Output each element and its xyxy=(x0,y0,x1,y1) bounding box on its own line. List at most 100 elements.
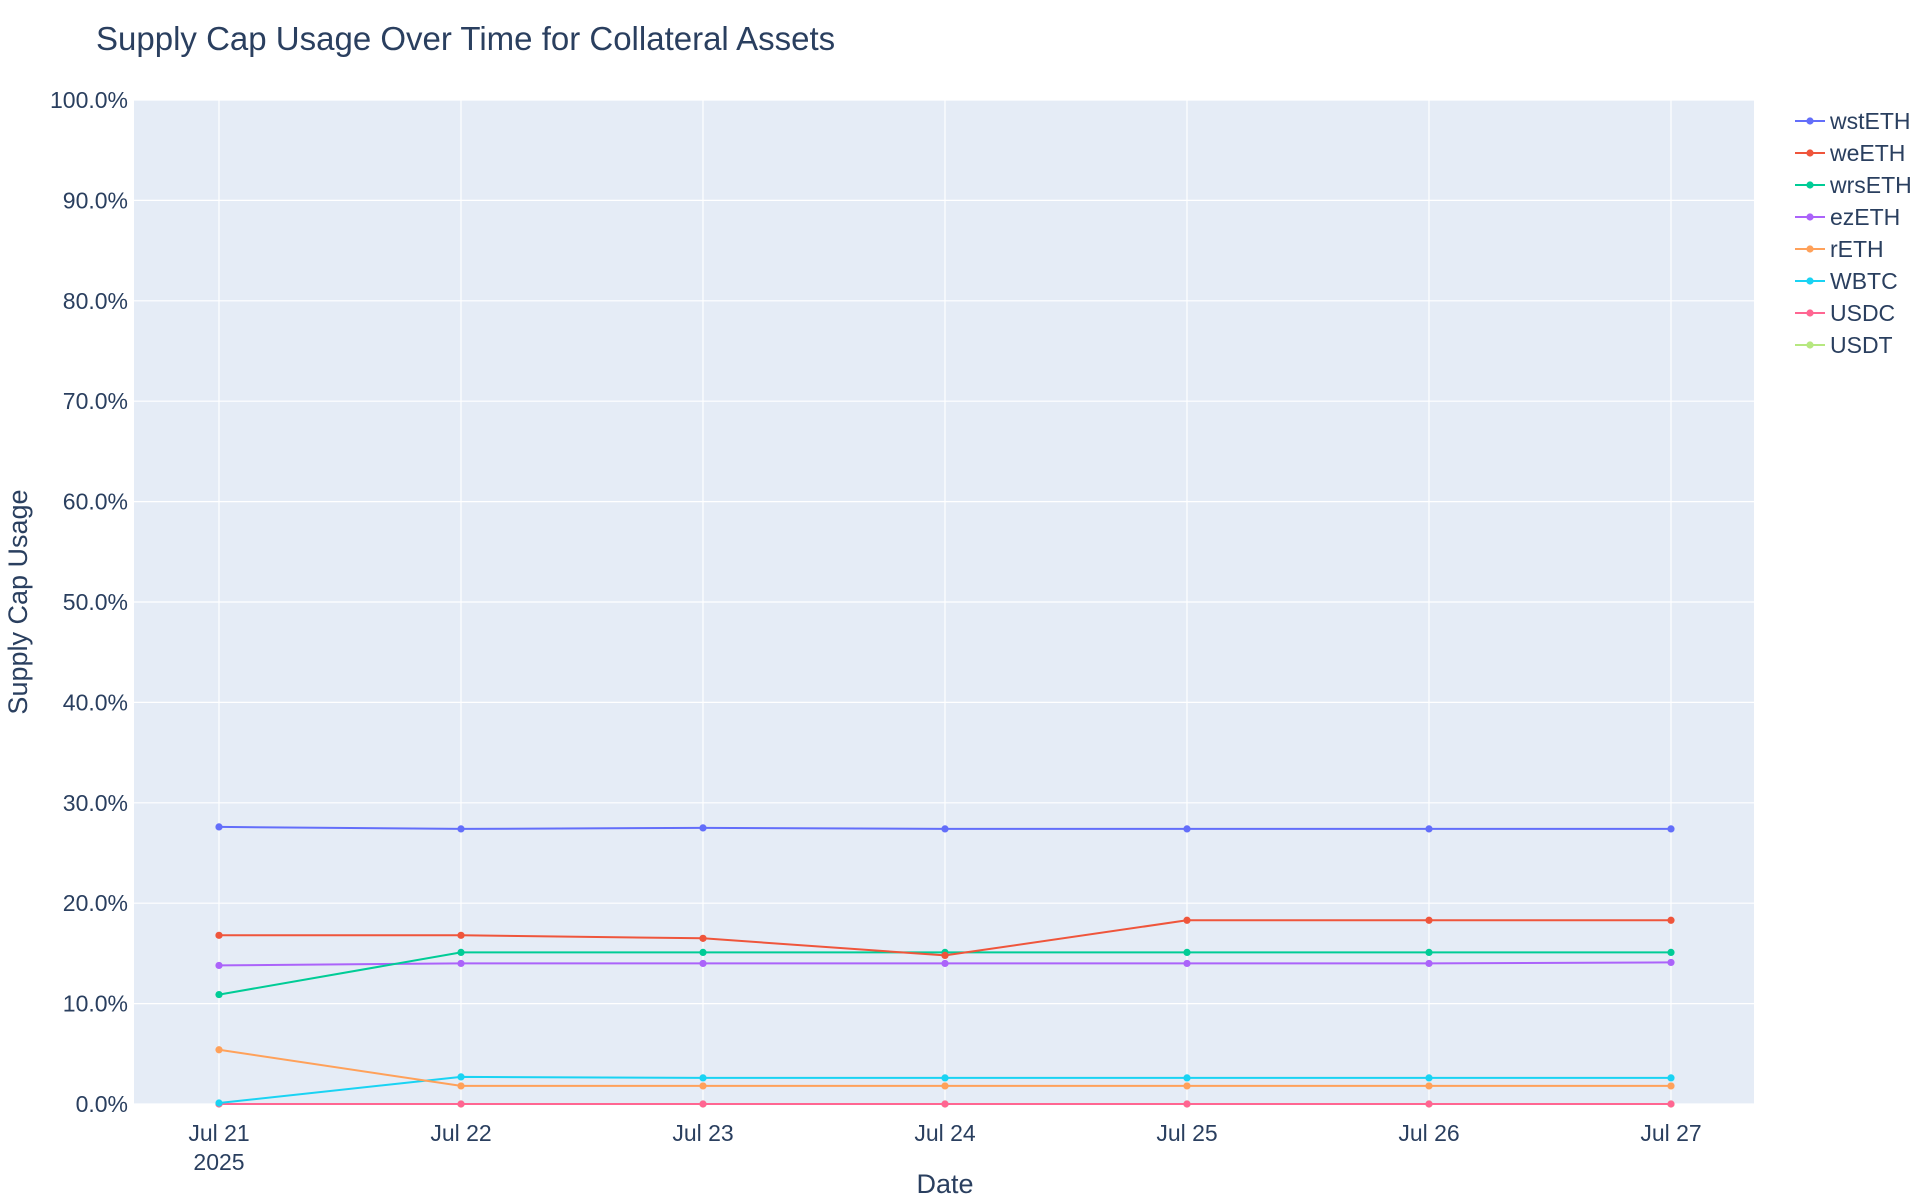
data-point-usdc[interactable] xyxy=(1667,1100,1675,1108)
data-point-ezeth[interactable] xyxy=(457,959,465,968)
legend-marker-swatch xyxy=(1806,181,1814,189)
legend-item-weeth[interactable]: weETH xyxy=(1795,140,1905,166)
legend-label: WBTC xyxy=(1830,268,1898,294)
legend-marker-swatch xyxy=(1806,245,1814,253)
legend-label: USDT xyxy=(1830,332,1893,358)
data-point-wbtc[interactable] xyxy=(457,1073,465,1081)
x-tick-label: Jul 25 xyxy=(1156,1120,1217,1146)
legend-label: ezETH xyxy=(1830,204,1900,230)
x-tick-label: Jul 24 xyxy=(914,1120,976,1146)
y-axis-title: Supply Cap Usage xyxy=(3,489,33,714)
y-tick-label: 0.0% xyxy=(76,1091,128,1117)
data-point-wsteth[interactable] xyxy=(1667,825,1675,833)
data-point-wrseth[interactable] xyxy=(699,948,707,956)
x-axis-title: Date xyxy=(916,1169,973,1199)
legend-item-wrseth[interactable]: wrsETH xyxy=(1795,172,1912,198)
legend-item-ezeth[interactable]: ezETH xyxy=(1795,204,1900,230)
series-reth xyxy=(215,1046,1675,1090)
data-point-usdc[interactable] xyxy=(1425,1100,1433,1108)
data-point-wrseth[interactable] xyxy=(215,990,223,999)
data-point-reth[interactable] xyxy=(457,1082,465,1090)
y-tick-label: 20.0% xyxy=(63,890,128,916)
data-point-weeth[interactable] xyxy=(457,931,465,939)
data-point-weeth[interactable] xyxy=(1425,916,1433,924)
legend-marker-swatch xyxy=(1806,341,1814,349)
data-point-ezeth[interactable] xyxy=(699,959,707,968)
legend-marker-swatch xyxy=(1806,213,1814,221)
data-point-wsteth[interactable] xyxy=(941,825,949,833)
data-point-ezeth[interactable] xyxy=(941,959,949,968)
y-tick-label: 80.0% xyxy=(63,288,128,314)
legend-marker-swatch xyxy=(1806,277,1814,285)
y-tick-label: 10.0% xyxy=(63,991,128,1017)
data-point-weeth[interactable] xyxy=(941,951,949,960)
legend-marker-swatch xyxy=(1806,117,1814,125)
data-point-weeth[interactable] xyxy=(1183,916,1191,924)
series-usdc xyxy=(215,1100,1675,1108)
x-tick-year-label: 2025 xyxy=(193,1149,244,1175)
data-point-weeth[interactable] xyxy=(699,934,707,942)
y-tick-label: 60.0% xyxy=(63,489,128,515)
data-point-weeth[interactable] xyxy=(215,931,223,939)
x-axis: Jul 21 Jul 22 Jul 23 Jul 24 Jul 25 Jul 26 Jul … xyxy=(188,1120,1701,1175)
data-point-ezeth[interactable] xyxy=(1667,958,1675,967)
data-point-usdc[interactable] xyxy=(699,1100,707,1108)
data-point-reth[interactable] xyxy=(1183,1082,1191,1090)
data-point-wsteth[interactable] xyxy=(1425,825,1433,833)
data-point-reth[interactable] xyxy=(699,1082,707,1090)
legend-item-usdc[interactable]: USDC xyxy=(1795,300,1895,326)
y-tick-label: 100.0% xyxy=(50,87,128,113)
data-point-wsteth[interactable] xyxy=(457,825,465,833)
series-weeth xyxy=(215,916,1675,960)
data-point-wbtc[interactable] xyxy=(1183,1074,1191,1082)
legend-label: wrsETH xyxy=(1829,172,1912,198)
x-tick-label: Jul 23 xyxy=(672,1120,733,1146)
data-point-wsteth[interactable] xyxy=(215,823,223,831)
data-point-reth[interactable] xyxy=(1667,1082,1675,1090)
legend-label: USDC xyxy=(1830,300,1895,326)
data-point-usdc[interactable] xyxy=(457,1100,465,1108)
legend-marker-swatch xyxy=(1806,309,1814,317)
series-ezeth xyxy=(215,958,1675,970)
data-point-wsteth[interactable] xyxy=(1183,825,1191,833)
data-point-reth[interactable] xyxy=(215,1046,223,1054)
legend[interactable]: wstETH weETH wrsETH ezETH rETH WBTC USDC USDT xyxy=(1795,108,1912,358)
y-tick-label: 50.0% xyxy=(63,589,128,615)
data-point-wbtc[interactable] xyxy=(1667,1074,1675,1082)
data-point-usdc[interactable] xyxy=(1183,1100,1191,1108)
legend-item-reth[interactable]: rETH xyxy=(1795,236,1884,262)
data-point-wrseth[interactable] xyxy=(457,948,465,956)
legend-label: rETH xyxy=(1830,236,1884,262)
legend-item-usdt[interactable]: USDT xyxy=(1795,332,1893,358)
data-point-wbtc[interactable] xyxy=(941,1074,949,1082)
data-point-wbtc[interactable] xyxy=(215,1099,223,1107)
legend-marker-swatch xyxy=(1806,149,1814,157)
x-tick-label: Jul 27 xyxy=(1640,1120,1701,1146)
y-tick-label: 90.0% xyxy=(63,187,128,213)
data-point-reth[interactable] xyxy=(941,1082,949,1090)
x-tick-label: Jul 26 xyxy=(1398,1120,1459,1146)
x-tick-label: Jul 21 xyxy=(188,1120,249,1146)
legend-item-wsteth[interactable]: wstETH xyxy=(1795,108,1911,134)
data-point-wrseth[interactable] xyxy=(1425,948,1433,956)
y-tick-label: 70.0% xyxy=(63,388,128,414)
data-point-ezeth[interactable] xyxy=(215,961,223,970)
data-point-weeth[interactable] xyxy=(1667,916,1675,924)
legend-item-wbtc[interactable]: WBTC xyxy=(1795,268,1898,294)
y-axis: 0.0% 10.0% 20.0% 30.0% 40.0% 50.0% 60.0% 70.0% 8… xyxy=(50,87,128,1117)
legend-label: weETH xyxy=(1829,140,1905,166)
chart-title: Supply Cap Usage Over Time for Collatera… xyxy=(96,20,835,57)
data-point-reth[interactable] xyxy=(1425,1082,1433,1090)
data-point-wsteth[interactable] xyxy=(699,824,707,832)
data-point-wrseth[interactable] xyxy=(1183,948,1191,956)
series-lines xyxy=(215,823,1675,1108)
data-point-wbtc[interactable] xyxy=(1425,1074,1433,1082)
data-point-ezeth[interactable] xyxy=(1183,959,1191,968)
data-point-usdc[interactable] xyxy=(941,1100,949,1108)
data-point-ezeth[interactable] xyxy=(1425,959,1433,968)
x-tick-label: Jul 22 xyxy=(430,1120,491,1146)
data-point-wbtc[interactable] xyxy=(699,1074,707,1082)
data-point-wrseth[interactable] xyxy=(1667,948,1675,956)
y-tick-label: 30.0% xyxy=(63,790,128,816)
